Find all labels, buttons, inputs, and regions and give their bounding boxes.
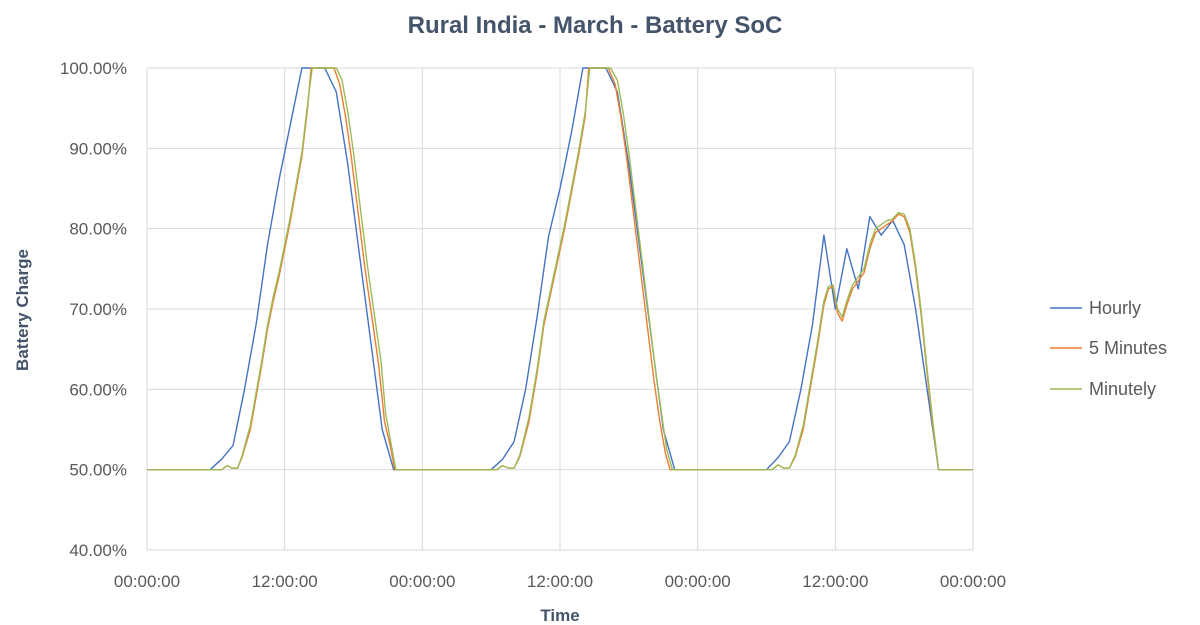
legend: Hourly 5 Minutes Minutely [1050,298,1167,399]
x-tick-label: 12:00:00 [252,572,318,591]
chart-title: Rural India - March - Battery SoC [408,12,783,39]
x-tick-label: 12:00:00 [802,572,868,591]
legend-label: Minutely [1089,379,1156,399]
series-lines [147,67,973,471]
x-tick-label: 00:00:00 [114,572,180,591]
x-axis-title: Time [540,606,579,625]
x-tick-label: 00:00:00 [940,572,1006,591]
y-tick-label: 40.00% [69,541,127,560]
y-tick-label: 80.00% [69,220,127,239]
y-tick-label: 50.00% [69,461,127,480]
legend-label: Hourly [1089,298,1141,318]
x-tick-label: 12:00:00 [527,572,593,591]
y-tick-labels: 40.00% 50.00% 60.00% 70.00% 80.00% 90.00% 100.… [60,59,127,560]
series-line-0 [147,67,973,471]
y-axis-title: Battery Charge [13,249,32,371]
legend-label: 5 Minutes [1089,338,1167,358]
x-tick-label: 00:00:00 [389,572,455,591]
x-tick-label: 00:00:00 [665,572,731,591]
y-tick-label: 60.00% [69,380,127,399]
series-line-2 [147,67,973,471]
y-tick-label: 90.00% [69,139,127,158]
y-tick-label: 70.00% [69,300,127,319]
x-tick-labels: 00:00:00 12:00:00 00:00:00 12:00:00 00:00:00… [114,572,1006,591]
y-tick-label: 100.00% [60,59,127,78]
